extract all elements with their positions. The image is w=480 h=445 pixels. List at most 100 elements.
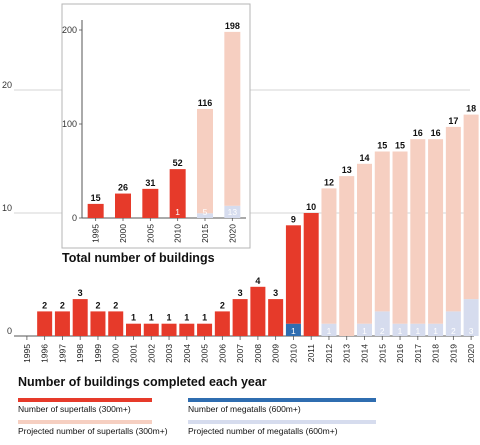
main-bar-supertall-2006 [214,311,230,336]
main-bar-supertall-2013 [339,176,355,336]
inset-y-tick-label: 200 [62,25,77,35]
inset-bar-value-label: 26 [118,183,128,193]
inset-x-axis: 1995 2000 2005 2010 2015 2020 [91,218,237,243]
main-x-tick-label: 2019 [448,344,458,363]
inset-bar-megatall-2020 [224,205,241,218]
legend-swatch-projected_megatall [188,420,376,424]
main-bar-supertall-2011 [303,213,319,336]
inset-bar-megatall-label: 13 [228,207,238,217]
main-x-tick-label: 2003 [164,344,174,363]
inset-x-tick-label: 2010 [173,224,183,243]
main-bar-megatall-label: 1 [415,326,420,336]
main-bar-megatall-2018 [428,323,444,336]
main-x-tick-label: 1998 [75,344,85,363]
main-bar-supertall-2008 [250,286,266,336]
main-bar-value-label: 1 [149,313,154,323]
main-bar-megatall-label: 1 [398,326,403,336]
main-x-tick-label: 2007 [235,344,245,363]
main-x-tick-label: 2001 [129,344,139,363]
inset-bar-supertall-2020 [224,31,241,206]
main-bar-value-label: 1 [202,313,207,323]
main-bar-value-label: 10 [306,202,316,212]
legend-swatch-projected_supertall [18,420,152,424]
main-bar-supertall-2007 [232,299,248,336]
main-bar-megatall-label: 1 [291,326,296,336]
main-bar-megatall-2017 [410,323,426,336]
main-y-axis: 0 10 20 [2,80,12,336]
main-bar-value-label: 4 [255,276,260,286]
main-bar-megatall-label: 2 [451,326,456,336]
inset-y-tick-label: 100 [62,119,77,129]
main-x-tick-label: 2000 [111,344,121,363]
inset-bar-value-label: 52 [173,158,183,168]
inset-bars: 15 26 31 52 1 116 5 198 13 [87,21,241,218]
main-bar-value-label: 2 [220,300,225,310]
inset-x-tick-label: 2015 [200,224,210,243]
main-x-tick-label: 2009 [271,344,281,363]
main-x-tick-label: 2020 [466,344,476,363]
main-x-tick-label: 2008 [253,344,263,363]
main-x-tick-label: 2013 [342,344,352,363]
main-bar-value-label: 1 [131,313,136,323]
legend-swatch-megatall [188,398,376,402]
main-x-tick-label: 2002 [146,344,156,363]
main-x-tick-label: 2016 [395,344,405,363]
main-bar-megatall-label: 1 [362,326,367,336]
main-bar-value-label: 2 [42,300,47,310]
main-bar-supertall-2014 [357,163,372,324]
main-bar-supertall-2005 [197,323,213,336]
main-bar-value-label: 2 [95,300,100,310]
main-y-tick-label: 20 [2,80,12,90]
main-bar-value-label: 18 [466,104,476,114]
main-bar-supertall-2015 [374,151,390,312]
main-bar-value-label: 16 [431,128,441,138]
main-bar-supertall-2020 [463,114,479,300]
legend-label: Number of megatalls (600m+) [188,404,301,414]
main-bar-megatall-2014 [357,323,372,336]
legend-label: Projected number of megatalls (600m+) [188,426,338,436]
main-x-tick-label: 2017 [413,344,423,363]
main-x-tick-label: 2005 [200,344,210,363]
main-y-tick-label: 10 [2,203,12,213]
main-bar-supertall-2004 [179,323,195,336]
main-chart-caption: Number of buildings completed each year [18,375,267,389]
legend-label: Number of supertalls (300m+) [18,404,131,414]
main-x-tick-label: 1999 [93,344,103,363]
inset-bar-supertall-2015 [197,108,213,214]
main-bar-megatall-label: 1 [433,326,438,336]
main-bar-value-label: 1 [184,313,189,323]
main-bar-megatall-2020 [463,299,479,336]
main-bar-supertall-2016 [392,151,408,324]
main-bar-value-label: 3 [273,288,278,298]
inset-y-tick-label: 0 [72,213,77,223]
main-bar-value-label: 13 [342,165,352,175]
main-bar-supertall-1997 [54,311,70,336]
main-bar-supertall-2009 [268,299,284,336]
main-x-tick-label: 2014 [360,344,370,363]
main-bar-supertall-2017 [410,139,426,324]
main-bar-value-label: 15 [395,141,405,151]
inset-bar-value-label: 31 [145,178,155,188]
inset-x-tick-label: 2005 [145,224,155,243]
main-y-tick-label: 0 [7,326,12,336]
main-x-tick-label: 1996 [40,344,50,363]
main-bar-supertall-2010 [285,225,301,324]
main-bar-value-label: 2 [113,300,118,310]
main-x-tick-label: 2015 [377,344,387,363]
main-bar-megatall-2016 [392,323,408,336]
main-bars: 2 232 21 1 1 1 1234391101211314115215116116117… [37,104,479,336]
main-bar-value-label: 1 [167,313,172,323]
main-bar-supertall-2019 [445,126,461,312]
main-bar-megatall-label: 2 [380,326,385,336]
main-bar-supertall-2000 [108,311,124,336]
inset-y-axis: 0 100 200 [62,20,246,223]
main-x-tick-label: 1997 [57,344,67,363]
inset-bar-value-label: 15 [91,193,101,203]
main-bar-megatall-2012 [321,323,337,336]
main-bar-value-label: 2 [60,300,65,310]
main-bar-megatall-2015 [374,311,390,336]
inset-bar-supertall-1995 [87,203,104,218]
main-bar-supertall-2001 [126,323,141,336]
